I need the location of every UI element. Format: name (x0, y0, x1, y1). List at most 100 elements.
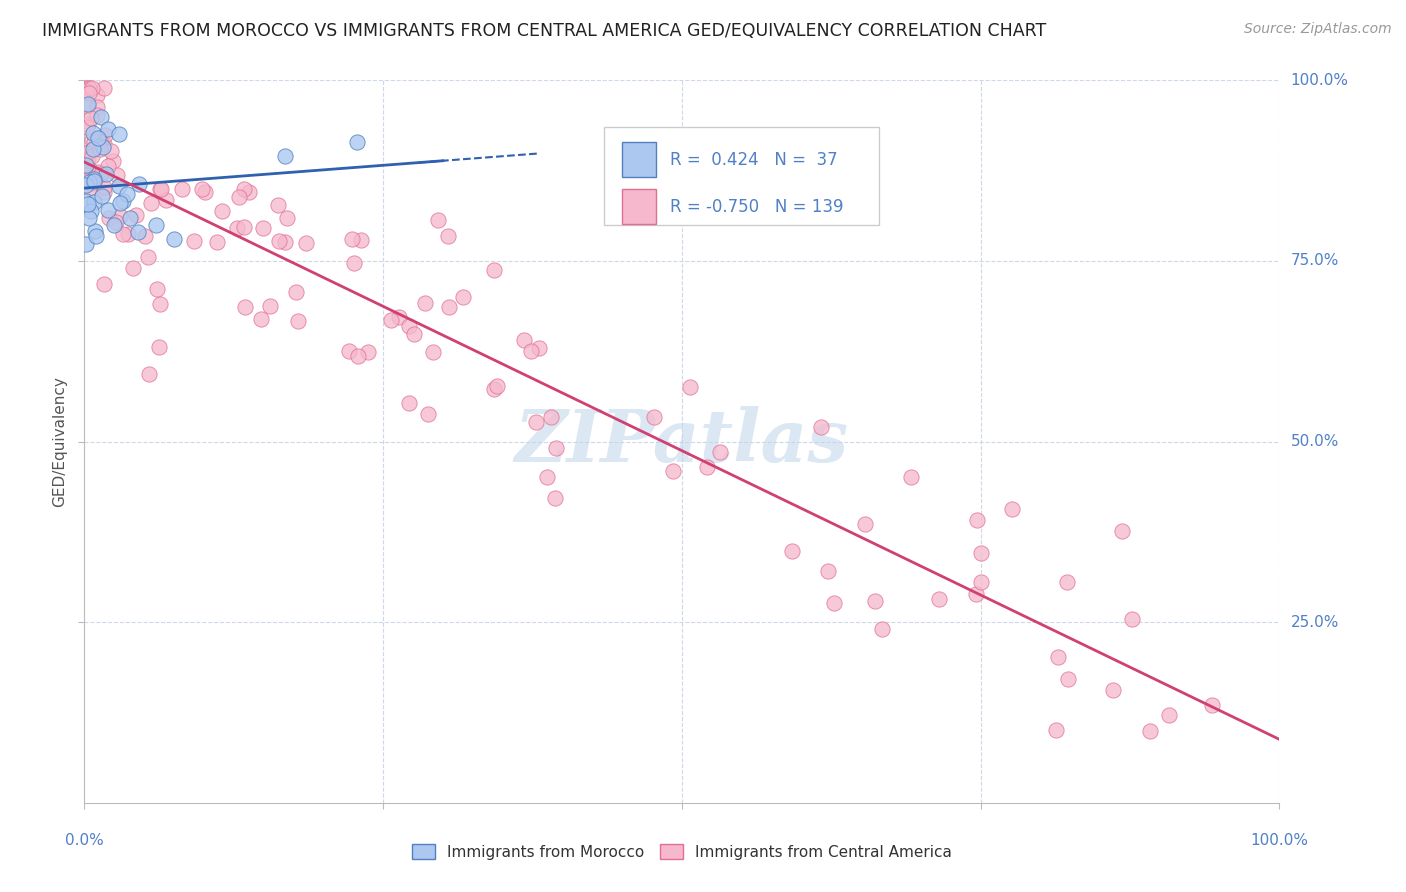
Point (696, 460, 718, 475)
Point (149, 297, 172, 311)
Point (77, 117, 100, 131)
Point (76, 120, 98, 134)
Point (1056, 574, 1078, 589)
Point (80, 163, 103, 178)
Point (103, 218, 125, 232)
Point (416, 408, 439, 422)
Point (865, 594, 887, 608)
Point (1111, 524, 1133, 538)
Point (267, 198, 290, 212)
Point (347, 350, 370, 364)
Point (485, 379, 508, 393)
Text: 25.0%: 25.0% (1291, 615, 1339, 630)
Point (136, 251, 159, 265)
Point (148, 182, 170, 196)
Point (94, 167, 117, 181)
Point (83, 135, 105, 149)
Point (340, 232, 363, 246)
Point (80, 204, 103, 219)
Point (77, 175, 100, 189)
Point (269, 234, 291, 248)
Point (524, 415, 547, 429)
Point (709, 445, 731, 459)
Point (77, 180, 100, 194)
Point (82, 80, 104, 95)
Point (1139, 723, 1161, 738)
Point (86, 131, 108, 145)
Point (170, 182, 193, 196)
Point (965, 587, 987, 601)
Point (853, 516, 876, 531)
Point (76, 174, 98, 188)
Point (145, 218, 167, 232)
Point (380, 313, 402, 327)
Point (83, 195, 105, 210)
Point (90, 110, 112, 124)
Point (97, 203, 120, 218)
Point (86, 108, 108, 122)
Point (661, 464, 683, 478)
Text: ZIPatlas: ZIPatlas (515, 406, 849, 477)
Point (422, 345, 444, 359)
Point (84, 224, 107, 238)
Point (337, 344, 360, 359)
Point (150, 182, 173, 196)
Point (77, 97, 100, 112)
Point (75, 168, 97, 182)
Point (77, 171, 100, 186)
Point (83, 174, 105, 188)
Point (82, 133, 104, 147)
Point (127, 225, 149, 239)
Point (89, 169, 111, 183)
Point (643, 409, 665, 424)
Point (1201, 698, 1223, 712)
Point (823, 596, 845, 610)
Point (89, 135, 111, 149)
Point (527, 341, 550, 355)
Point (970, 546, 993, 560)
Point (235, 300, 257, 314)
Point (190, 182, 212, 196)
Text: IMMIGRANTS FROM MOROCCO VS IMMIGRANTS FROM CENTRAL AMERICA GED/EQUIVALENCY CORRE: IMMIGRANTS FROM MOROCCO VS IMMIGRANTS FR… (42, 22, 1046, 40)
Point (148, 340, 170, 354)
Point (1045, 723, 1067, 738)
Point (107, 128, 129, 142)
Point (86, 87, 108, 102)
Point (287, 313, 309, 327)
Text: R =  0.424   N =  37: R = 0.424 N = 37 (671, 151, 838, 169)
Point (1056, 672, 1078, 686)
Point (108, 209, 131, 223)
Point (870, 623, 893, 637)
Point (97, 122, 120, 136)
Point (82, 149, 104, 163)
Point (900, 470, 922, 484)
Point (451, 290, 474, 304)
Point (97, 159, 120, 173)
Text: 0.0%: 0.0% (65, 833, 104, 848)
Point (93, 180, 115, 194)
Point (77, 211, 100, 226)
Text: 75.0%: 75.0% (1291, 253, 1339, 268)
Text: R = -0.750   N = 139: R = -0.750 N = 139 (671, 198, 844, 216)
Point (276, 211, 298, 226)
Point (118, 211, 141, 225)
Point (402, 327, 425, 342)
Point (274, 149, 297, 163)
Point (110, 196, 132, 211)
Point (343, 256, 366, 270)
Point (76, 99, 98, 113)
Point (128, 177, 150, 191)
Point (163, 232, 186, 246)
Point (205, 235, 228, 249)
Text: Source: ZipAtlas.com: Source: ZipAtlas.com (1244, 22, 1392, 37)
Point (75, 145, 97, 160)
Point (295, 236, 318, 251)
Point (546, 441, 568, 455)
Point (484, 262, 506, 277)
Point (544, 491, 567, 505)
Point (117, 186, 139, 201)
Point (678, 379, 700, 393)
Point (91, 189, 114, 203)
Point (238, 185, 260, 199)
Point (84, 228, 107, 243)
